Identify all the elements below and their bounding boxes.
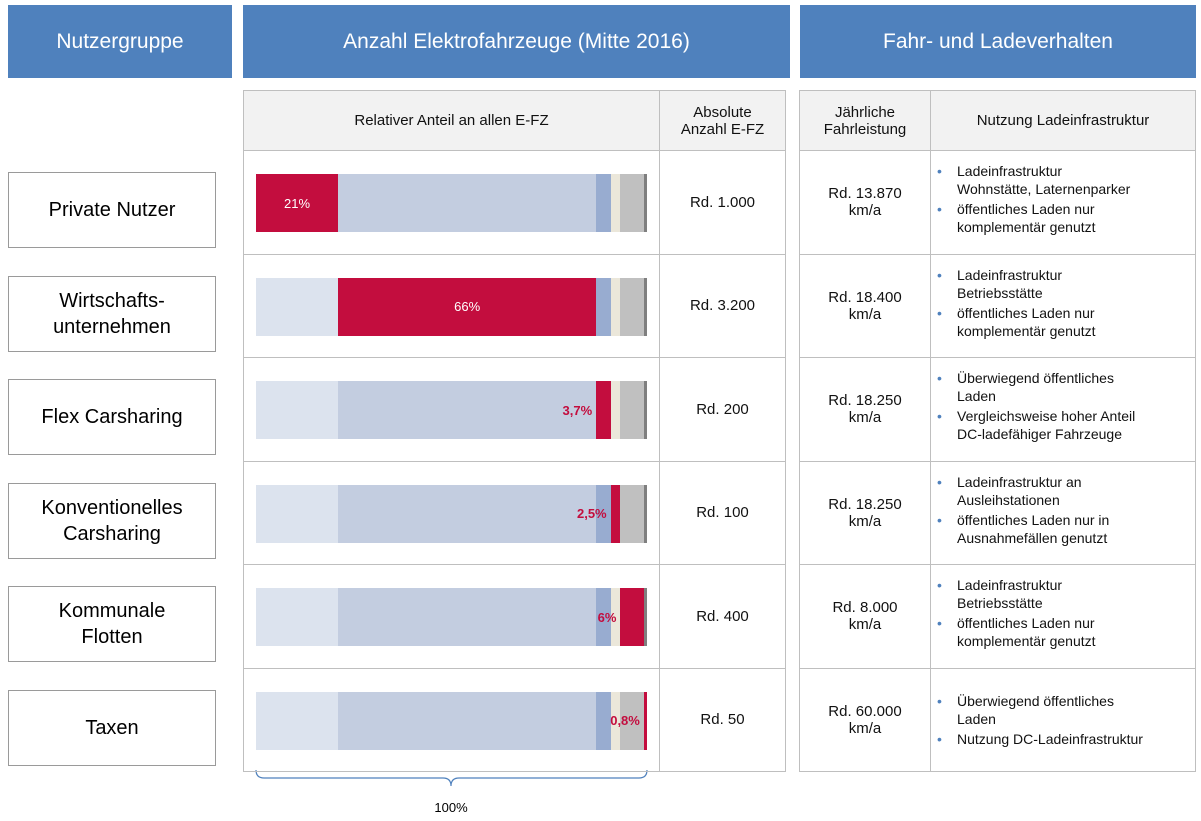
bullet-text: Überwiegend öffentliches Laden	[957, 692, 1114, 727]
bar-segment	[256, 381, 339, 439]
bullet-text: Nutzung DC-Ladeinfrastruktur	[957, 730, 1143, 747]
value-label: 2,5%	[576, 506, 607, 521]
brace-path	[255, 769, 648, 787]
bullet-text: Ladeinfrastruktur an Ausleihstationen	[957, 473, 1082, 508]
bar-segment	[338, 277, 597, 336]
mileage-cell: Rd. 60.000 km/a	[799, 667, 931, 772]
bullet-dot: •	[937, 730, 942, 747]
bullet-dot: •	[937, 163, 942, 179]
bullet-text: Ladeinfrastruktur Betriebsstätte	[957, 577, 1063, 611]
bar-segment	[620, 691, 644, 750]
bar-segment	[256, 588, 339, 646]
bar-segment	[338, 588, 597, 646]
category-box: Private Nutzer	[8, 172, 216, 248]
bar-segment	[643, 174, 647, 232]
bar-segment	[610, 484, 621, 543]
header-count: Anzahl Elektrofahrzeuge (Mitte 2016)	[243, 5, 790, 78]
bar-segment	[256, 174, 339, 232]
bullet-text: Ladeinfrastruktur Wohnstätte, Laternenpa…	[957, 163, 1131, 197]
bullet-dot: •	[937, 266, 942, 283]
bullet-text: öffentliches Laden nur komplementär genu…	[957, 304, 1096, 339]
bullet-dot: •	[937, 201, 942, 217]
bar-segment	[643, 691, 647, 750]
category-box: Kommunale Flotten	[8, 586, 216, 662]
bar-segment	[620, 277, 644, 336]
bullet-dot: •	[937, 370, 942, 386]
bar-segment	[596, 174, 611, 232]
bar-segment	[596, 691, 611, 750]
bar-segment	[620, 174, 644, 232]
mileage-cell: Rd. 8.000 km/a	[799, 564, 931, 669]
bullet-text: öffentliches Laden nur komplementär genu…	[957, 615, 1096, 649]
bar-segment	[610, 174, 621, 232]
absolute-cell: Rd. 200	[659, 357, 786, 462]
bullet-text: Überwiegend öffentliches Laden	[957, 370, 1114, 404]
bullet-dot: •	[937, 615, 942, 631]
total-label: 100%	[434, 800, 468, 815]
bullet-dot: •	[937, 304, 942, 321]
bar-segment	[256, 277, 339, 336]
bar-segment	[256, 691, 339, 750]
bar-segment	[596, 588, 611, 646]
absolute-cell: Rd. 1.000	[659, 150, 786, 255]
mileage-cell: Rd. 13.870 km/a	[799, 150, 931, 255]
mileage-cell: Rd. 18.250 km/a	[799, 460, 931, 565]
bullet-dot: •	[937, 408, 942, 424]
subheader-charging: Nutzung Ladeinfrastruktur	[930, 90, 1196, 151]
bullet-dot: •	[937, 473, 942, 490]
bar-segment	[643, 484, 647, 543]
value-label: 3,7%	[562, 402, 593, 418]
bar-segment	[596, 484, 611, 543]
absolute-cell: Rd. 100	[659, 460, 786, 565]
category-box: Flex Carsharing	[8, 379, 216, 455]
bar-segment	[610, 588, 621, 646]
bar-segment	[643, 277, 647, 336]
bar-segment	[643, 588, 647, 646]
bar-segment	[338, 484, 597, 543]
header-behaviour: Fahr- und Ladeverhalten	[800, 5, 1196, 78]
bullet-text: öffentliches Laden nur komplementär genu…	[957, 201, 1096, 235]
category-box: Konventionelles Carsharing	[8, 482, 216, 559]
bullet-dot: •	[937, 577, 942, 593]
bar-segment	[596, 381, 611, 439]
bar-segment	[610, 277, 621, 336]
bar-segment	[610, 691, 621, 750]
absolute-cell: Rd. 3.200	[659, 253, 786, 358]
value-label: 66%	[454, 299, 481, 314]
bullet-dot: •	[937, 692, 942, 709]
mileage-cell: Rd. 18.250 km/a	[799, 357, 931, 462]
bar-segment	[338, 174, 597, 232]
bar-segment	[610, 381, 621, 439]
bar-segment	[620, 381, 644, 439]
absolute-cell: Rd. 400	[659, 564, 786, 669]
bullet-text: Ladeinfrastruktur Betriebsstätte	[957, 266, 1063, 301]
category-box: Wirtschafts- unternehmen	[8, 275, 216, 352]
value-label: 21%	[284, 195, 311, 211]
value-label: 6%	[597, 609, 617, 625]
bar-segment	[620, 588, 644, 646]
bar-segment	[338, 691, 597, 750]
charging-cell	[930, 667, 1196, 772]
bar-segment	[620, 484, 644, 543]
bullet-text: Vergleichsweise hoher Anteil DC-ladefähi…	[957, 408, 1136, 442]
mileage-cell: Rd. 18.400 km/a	[799, 253, 931, 358]
category-box: Taxen	[8, 689, 216, 766]
bar-segment	[256, 484, 339, 543]
bar-segment	[338, 381, 597, 439]
bar-segment	[643, 381, 647, 439]
bar-segment	[596, 277, 611, 336]
bullet-dot: •	[937, 511, 942, 528]
value-label: 0,8%	[610, 713, 640, 728]
bullet-text: öffentliches Laden nur in Ausnahmefällen…	[957, 511, 1110, 546]
absolute-cell: Rd. 50	[659, 667, 786, 772]
subheader-mileage: Jährliche Fahrleistung	[799, 90, 931, 151]
header-groups: Nutzergruppe	[8, 5, 232, 78]
